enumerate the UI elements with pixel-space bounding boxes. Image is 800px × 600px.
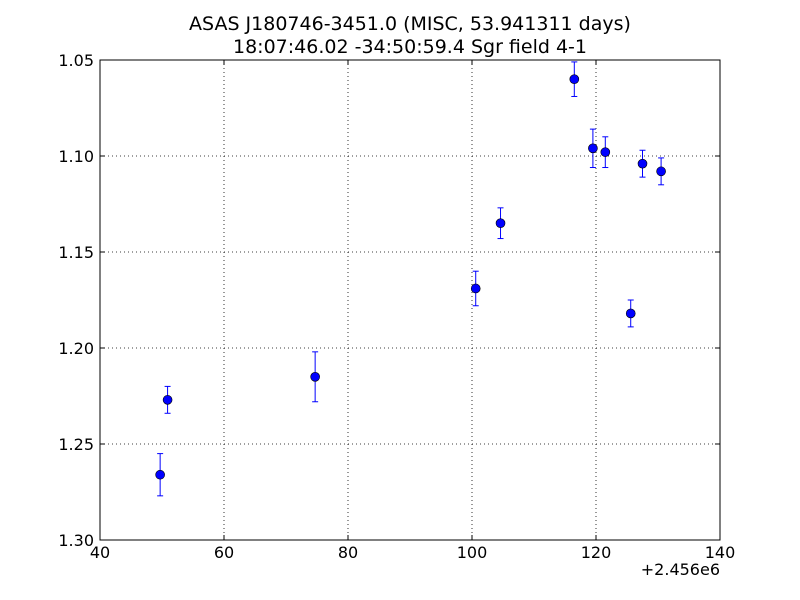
data-point — [569, 74, 580, 84]
data-point — [495, 218, 506, 228]
x-tick-label: 100 — [457, 543, 488, 562]
data-points — [155, 74, 666, 480]
x-axis-tick-labels: 40 60 80 100 120 140 — [90, 543, 735, 562]
data-point — [656, 166, 666, 177]
grid — [100, 60, 720, 540]
data-point — [625, 308, 636, 319]
x-tick-label: 120 — [581, 543, 612, 562]
x-tick-label: 40 — [90, 543, 110, 562]
errorbars — [157, 61, 665, 497]
chart-title-line-1: ASAS J180746-3451.0 (MISC, 53.941311 day… — [189, 13, 631, 35]
y-tick-label: 1.30 — [58, 531, 94, 550]
data-point — [310, 371, 320, 382]
data-point — [637, 158, 648, 169]
plot-area-frame — [99, 59, 721, 541]
x-tick-label: 80 — [338, 543, 358, 562]
data-point — [162, 395, 173, 405]
x-tick-label: 60 — [214, 543, 234, 562]
chart-title-line-2: 18:07:46.02 -34:50:59.4 Sgr field 4-1 — [233, 36, 587, 58]
data-point — [470, 283, 481, 294]
axis-ticks — [99, 59, 721, 541]
y-tick-label: 1.05 — [58, 51, 94, 70]
data-point — [155, 469, 165, 480]
y-tick-label: 1.10 — [58, 147, 94, 166]
data-point — [588, 143, 598, 154]
y-tick-label: 1.20 — [58, 339, 94, 358]
y-axis-tick-labels: 1.05 1.10 1.15 1.20 1.25 1.30 — [58, 51, 94, 550]
y-tick-label: 1.15 — [58, 243, 94, 262]
y-tick-label: 1.25 — [58, 435, 94, 454]
x-axis-offset-label: +2.456e6 — [641, 560, 720, 579]
data-point — [600, 147, 611, 157]
x-tick-label: 140 — [705, 543, 736, 562]
